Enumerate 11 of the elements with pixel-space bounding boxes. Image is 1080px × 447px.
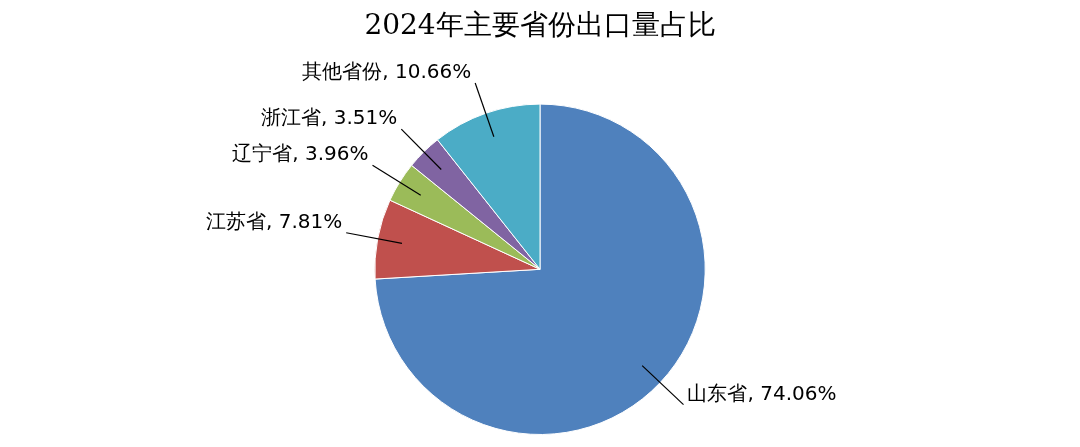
data-label: , 7.81% xyxy=(265,208,343,233)
slice-label: 其他省份 xyxy=(302,59,383,84)
slice-label: 江苏省 xyxy=(205,208,266,233)
data-label: , 10.66% xyxy=(382,59,472,84)
slice-label: 辽宁省 xyxy=(232,141,293,166)
slice-label: 浙江省 xyxy=(261,105,322,130)
data-label: , 3.96% xyxy=(292,141,369,166)
chart-title: 2024年主要省份出口量占比 xyxy=(364,8,716,42)
slice-label: 山东省 xyxy=(687,380,748,405)
data-label: , 3.51% xyxy=(321,105,398,130)
data-label: , 74.06% xyxy=(747,380,837,405)
